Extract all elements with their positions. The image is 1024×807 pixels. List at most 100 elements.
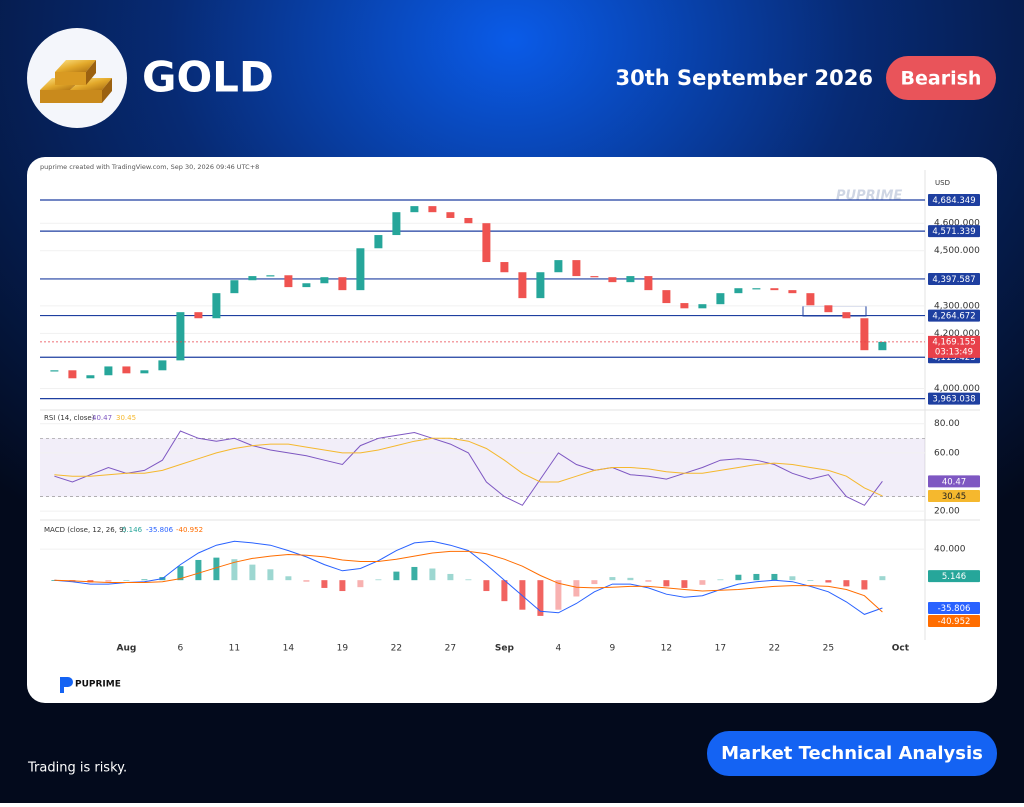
candle [140, 370, 149, 374]
x-tick-label: 4 [556, 644, 562, 654]
macd-value-label-box [928, 601, 980, 614]
rsi-value-label-box [928, 475, 980, 488]
candle [644, 276, 653, 291]
histogram-bar [753, 573, 760, 581]
histogram-bar [375, 579, 382, 581]
y-tick-label: 4,300.000 [934, 301, 980, 311]
candle [230, 280, 239, 294]
analysis-button[interactable] [707, 731, 997, 776]
legend-value: -35.806 [146, 526, 174, 534]
histogram-bar [627, 577, 634, 581]
x-tick-label: 25 [823, 644, 834, 654]
candle [626, 276, 635, 283]
candle [824, 305, 833, 313]
legend-value: 30.45 [116, 414, 136, 422]
histogram-bar [249, 564, 256, 581]
report-date: 30th September 2026 [616, 66, 873, 90]
candle [392, 212, 401, 236]
macd-value-label-box [928, 570, 980, 583]
y-tick-label: 4,500.000 [934, 246, 980, 256]
macd-line [54, 540, 883, 615]
level-label: 4,571.339 [932, 227, 975, 237]
pane-title: MACD (close, 12, 26, 9) [44, 526, 127, 534]
histogram-bar [735, 574, 742, 581]
macd-value-label: -35.806 [938, 604, 971, 614]
candle [680, 303, 689, 309]
histogram-bar [393, 571, 400, 581]
histogram-bar [771, 573, 778, 581]
histogram-bar [177, 566, 184, 581]
histogram-bar [501, 580, 508, 602]
candle [158, 360, 167, 371]
level-label-box [928, 272, 980, 285]
y-tick-label: 4,000.000 [934, 384, 980, 394]
candle [446, 212, 455, 218]
candle [518, 272, 527, 299]
x-tick-label: 12 [661, 644, 672, 654]
y-tick-label: 60.00 [934, 448, 960, 458]
legend-value: 40.47 [92, 414, 112, 422]
candle [698, 304, 707, 309]
candle [86, 375, 95, 379]
level-label-box [928, 193, 980, 206]
candle [716, 293, 725, 305]
histogram-bar [141, 579, 148, 581]
level-label-box [928, 225, 980, 238]
histogram-bar [447, 573, 454, 581]
histogram-bar [879, 576, 886, 581]
candle [50, 370, 59, 372]
rsi-value-label: 40.47 [942, 477, 966, 487]
legend-value: 5.146 [122, 526, 143, 534]
y-tick-label: 4,200.000 [934, 329, 980, 339]
candle [104, 366, 113, 376]
histogram-bar [843, 580, 850, 587]
candle [770, 288, 779, 291]
disclaimer: Trading is risky. [27, 761, 127, 776]
candle [554, 260, 563, 273]
histogram-bar [105, 580, 112, 582]
candle [410, 206, 419, 213]
level-label: 4,684.349 [932, 196, 975, 206]
candle [266, 275, 275, 277]
chart-card [27, 157, 997, 703]
pane-title: RSI (14, close) [44, 414, 95, 422]
histogram-bar [321, 580, 328, 588]
level-label-box [928, 392, 980, 405]
histogram-bar [429, 568, 436, 581]
histogram-bar [825, 580, 832, 583]
rsi-line [54, 437, 883, 497]
histogram-bar [681, 580, 688, 588]
candle [842, 312, 851, 319]
macd-value-label: -40.952 [938, 617, 971, 627]
histogram-bar [861, 580, 868, 590]
candle [608, 277, 617, 283]
asset-title: GOLD [142, 53, 274, 102]
candle [482, 223, 491, 263]
histogram-bar [555, 580, 562, 610]
macd-line [54, 550, 883, 613]
histogram-bar [699, 580, 706, 585]
brand-name: PUPRIME [75, 680, 121, 690]
histogram-bar [123, 580, 130, 581]
histogram-bar [519, 580, 526, 610]
candle [878, 341, 887, 351]
rsi-value-label: 30.45 [942, 492, 966, 502]
candle [122, 366, 131, 374]
candle [806, 293, 815, 306]
rsi-line [54, 430, 883, 506]
candle [248, 276, 257, 281]
y-tick-label: 20.00 [934, 507, 960, 517]
candle [752, 288, 761, 290]
x-tick-label: 9 [610, 644, 616, 654]
histogram-bar [213, 557, 220, 581]
analysis-button-label[interactable]: Market Technical Analysis [721, 743, 983, 764]
histogram-bar [357, 580, 364, 588]
candle [212, 293, 221, 319]
x-tick-label: 27 [445, 644, 456, 654]
x-tick-label: 22 [769, 644, 780, 654]
level-label: 3,963.038 [932, 395, 975, 405]
plot: 4,600.000 4,500.000 4,300.000 4,200.000 4,00… [40, 193, 980, 654]
level-label-box [928, 309, 980, 322]
candle [320, 277, 329, 284]
histogram-bar [465, 579, 472, 581]
